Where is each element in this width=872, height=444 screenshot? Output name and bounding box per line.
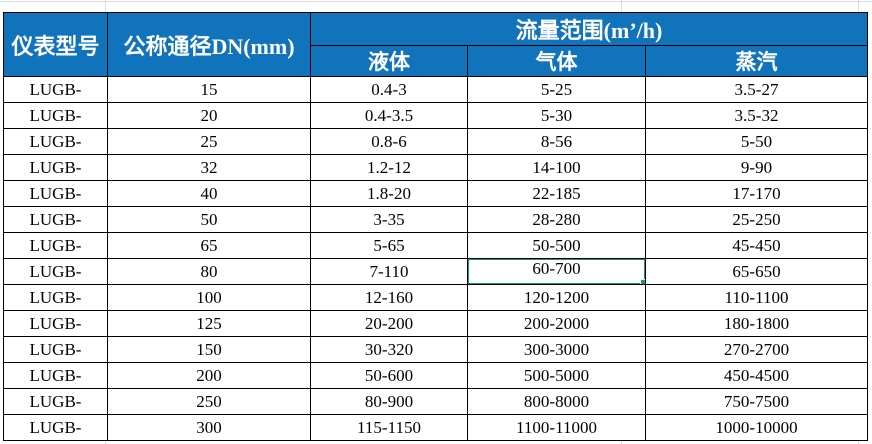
table-header: 仪表型号 公称通径DN(mm) 流量范围(m’/h) 液体 气体 蒸汽 [3,12,868,77]
table-body: LUGB- 15 0.4-3 5-25 3.5-27 LUGB- 20 0.4-… [3,76,868,441]
cell-model[interactable]: LUGB- [3,154,108,181]
header-cell-steam[interactable]: 蒸汽 [645,45,868,77]
cell-dn[interactable]: 150 [107,336,311,363]
table-row: LUGB- 300 115-1150 1100-11000 1000-10000 [3,414,868,441]
cell-liquid[interactable]: 0.4-3.5 [310,102,468,129]
cell-steam[interactable]: 17-170 [645,180,868,207]
cell-gas[interactable]: 22-185 [467,180,646,207]
cell-dn[interactable]: 125 [107,310,311,337]
cell-steam[interactable]: 3.5-27 [645,76,868,103]
cell-liquid[interactable]: 20-200 [310,310,468,337]
cell-model[interactable]: LUGB- [3,388,108,415]
cell-steam[interactable]: 750-7500 [645,388,868,415]
cell-steam[interactable]: 25-250 [645,206,868,233]
cell-liquid[interactable]: 0.4-3 [310,76,468,103]
table-row: LUGB- 25 0.8-6 8-56 5-50 [3,128,868,155]
cell-liquid[interactable]: 80-900 [310,388,468,415]
cell-gas[interactable]: 5-25 [467,76,646,103]
table-row: LUGB- 80 7-110 60-700 65-650 [3,258,868,285]
cell-gas[interactable]: 50-500 [467,232,646,259]
cell-model[interactable]: LUGB- [3,76,108,103]
cell-steam[interactable]: 3.5-32 [645,102,868,129]
flow-range-table: 仪表型号 公称通径DN(mm) 流量范围(m’/h) 液体 气体 蒸汽 LUGB… [3,12,868,441]
table-row: LUGB- 65 5-65 50-500 45-450 [3,232,868,259]
cell-model[interactable]: LUGB- [3,232,108,259]
cell-model[interactable]: LUGB- [3,180,108,207]
cell-model[interactable]: LUGB- [3,128,108,155]
cell-steam[interactable]: 1000-10000 [645,414,868,441]
cell-model[interactable]: LUGB- [3,310,108,337]
cell-liquid[interactable]: 115-1150 [310,414,468,441]
cell-liquid[interactable]: 12-160 [310,284,468,311]
cell-gas[interactable]: 8-56 [467,128,646,155]
cell-model[interactable]: LUGB- [3,284,108,311]
header-cell-dn[interactable]: 公称通径DN(mm) [107,12,311,77]
table-row: LUGB- 40 1.8-20 22-185 17-170 [3,180,868,207]
active-cell-selection-border [468,259,645,284]
cell-liquid[interactable]: 30-320 [310,336,468,363]
table-row: LUGB- 20 0.4-3.5 5-30 3.5-32 [3,102,868,129]
cell-steam[interactable]: 65-650 [645,258,868,285]
cell-steam[interactable]: 9-90 [645,154,868,181]
cell-gas[interactable]: 500-5000 [467,362,646,389]
cell-dn[interactable]: 40 [107,180,311,207]
cell-model[interactable]: LUGB- [3,102,108,129]
cell-steam[interactable]: 5-50 [645,128,868,155]
table-row: LUGB- 250 80-900 800-8000 750-7500 [3,388,868,415]
sheet-gridline-col [105,0,106,12]
table-row: LUGB- 32 1.2-12 14-100 9-90 [3,154,868,181]
table-row: LUGB- 150 30-320 300-3000 270-2700 [3,336,868,363]
table-row: LUGB- 100 12-160 120-1200 110-1100 [3,284,868,311]
header-cell-flow-range-group[interactable]: 流量范围(m’/h) [310,12,868,46]
cell-dn[interactable]: 15 [107,76,311,103]
cell-dn[interactable]: 100 [107,284,311,311]
sheet-gridline-col [621,0,622,12]
cell-steam[interactable]: 450-4500 [645,362,868,389]
cell-steam[interactable]: 270-2700 [645,336,868,363]
table-row: LUGB- 50 3-35 28-280 25-250 [3,206,868,233]
cell-dn[interactable]: 50 [107,206,311,233]
cell-dn[interactable]: 32 [107,154,311,181]
cell-dn[interactable]: 250 [107,388,311,415]
cell-dn[interactable]: 65 [107,232,311,259]
cell-dn[interactable]: 20 [107,102,311,129]
cell-liquid[interactable]: 5-65 [310,232,468,259]
cell-steam[interactable]: 110-1100 [645,284,868,311]
cell-gas[interactable]: 28-280 [467,206,646,233]
cell-model[interactable]: LUGB- [3,258,108,285]
cell-gas[interactable]: 1100-11000 [467,414,646,441]
fill-handle[interactable] [640,279,645,284]
cell-model[interactable]: LUGB- [3,414,108,441]
cell-gas[interactable]: 800-8000 [467,388,646,415]
table-row: LUGB- 200 50-600 500-5000 450-4500 [3,362,868,389]
cell-liquid[interactable]: 50-600 [310,362,468,389]
header-cell-liquid[interactable]: 液体 [310,45,468,77]
cell-model[interactable]: LUGB- [3,206,108,233]
cell-dn[interactable]: 200 [107,362,311,389]
cell-liquid[interactable]: 1.2-12 [310,154,468,181]
sheet-gridline-col [858,0,859,12]
cell-liquid[interactable]: 3-35 [310,206,468,233]
header-cell-model[interactable]: 仪表型号 [3,12,108,77]
cell-dn[interactable]: 25 [107,128,311,155]
cell-gas[interactable]: 5-30 [467,102,646,129]
sheet-gridline-top [0,1,872,2]
cell-gas[interactable]: 300-3000 [467,336,646,363]
cell-model[interactable]: LUGB- [3,336,108,363]
cell-model[interactable]: LUGB- [3,362,108,389]
cell-liquid[interactable]: 1.8-20 [310,180,468,207]
cell-liquid[interactable]: 0.8-6 [310,128,468,155]
header-cell-gas[interactable]: 气体 [467,45,646,77]
cell-dn[interactable]: 80 [107,258,311,285]
cell-dn[interactable]: 300 [107,414,311,441]
cell-gas[interactable]: 200-2000 [467,310,646,337]
selected-cell[interactable]: 60-700 [467,258,646,285]
table-row: LUGB- 15 0.4-3 5-25 3.5-27 [3,76,868,103]
cell-steam[interactable]: 45-450 [645,232,868,259]
cell-steam[interactable]: 180-1800 [645,310,868,337]
table-row: LUGB- 125 20-200 200-2000 180-1800 [3,310,868,337]
cell-gas[interactable]: 14-100 [467,154,646,181]
cell-liquid[interactable]: 7-110 [310,258,468,285]
cell-gas[interactable]: 120-1200 [467,284,646,311]
